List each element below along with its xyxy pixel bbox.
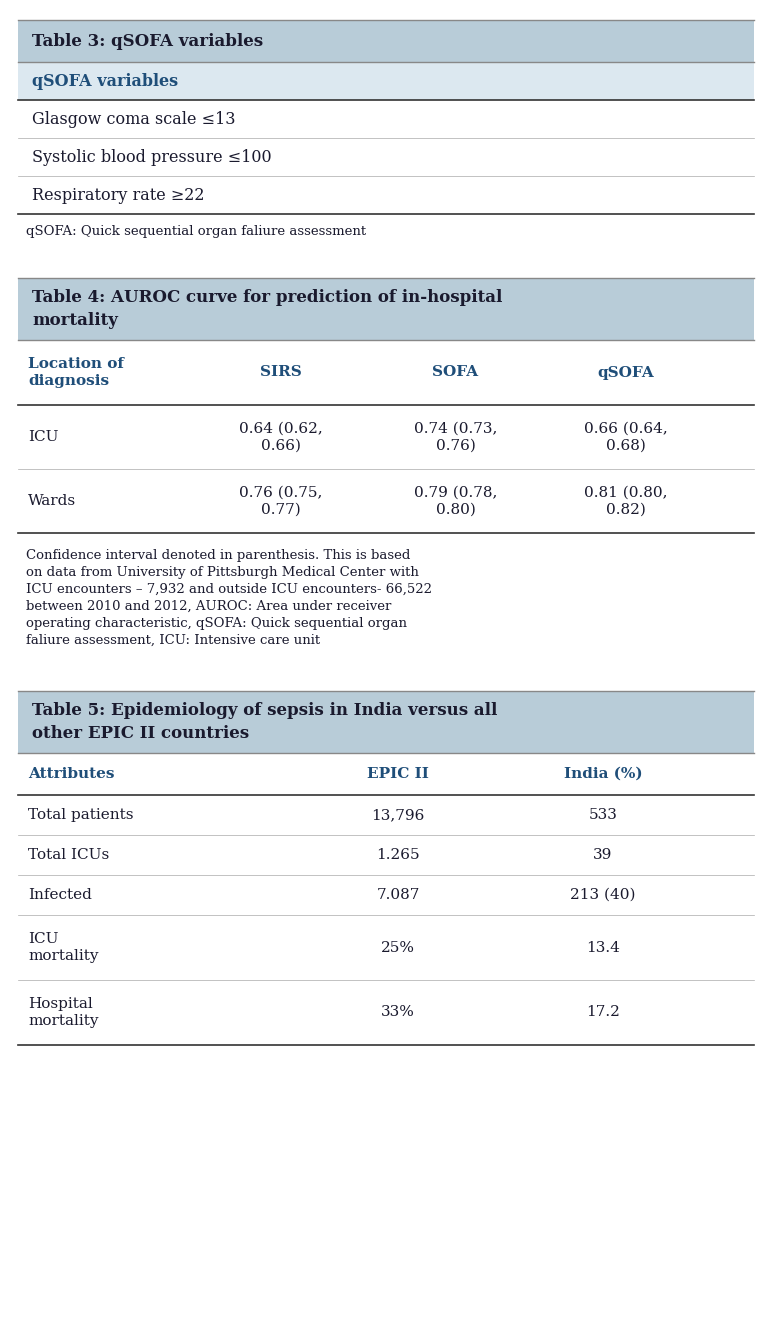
Bar (18, 278, 754, 340)
Text: qSOFA: qSOFA (597, 365, 654, 380)
Text: 213 (40): 213 (40) (571, 888, 636, 902)
Text: qSOFA variables: qSOFA variables (32, 72, 178, 89)
Text: 13,796: 13,796 (371, 809, 425, 822)
Text: Infected: Infected (28, 888, 92, 902)
Bar (18, 835, 754, 875)
Text: Table 4: AUROC curve for prediction of in-hospital
mortality: Table 4: AUROC curve for prediction of i… (32, 289, 503, 329)
Text: 533: 533 (588, 809, 618, 822)
Bar (18, 340, 754, 405)
Text: 0.66 (0.64,
0.68): 0.66 (0.64, 0.68) (584, 421, 667, 453)
Text: EPIC II: EPIC II (367, 767, 429, 781)
Bar (18, 139, 754, 176)
Text: Confidence interval denoted in parenthesis. This is based
on data from Universit: Confidence interval denoted in parenthes… (26, 549, 432, 647)
Text: ICU
mortality: ICU mortality (28, 932, 99, 963)
Text: Respiratory rate ≥22: Respiratory rate ≥22 (32, 186, 205, 204)
Text: 0.76 (0.75,
0.77): 0.76 (0.75, 0.77) (239, 485, 322, 517)
Bar (18, 469, 754, 533)
Text: India (%): India (%) (564, 767, 642, 781)
Bar (18, 176, 754, 214)
Bar (18, 691, 754, 753)
Text: Total patients: Total patients (28, 809, 134, 822)
Bar (18, 753, 754, 795)
Text: 0.74 (0.73,
0.76): 0.74 (0.73, 0.76) (414, 421, 497, 453)
Text: Hospital
mortality: Hospital mortality (28, 996, 99, 1028)
Text: Attributes: Attributes (28, 767, 114, 781)
Text: Glasgow coma scale ≤13: Glasgow coma scale ≤13 (32, 111, 235, 128)
Text: 33%: 33% (381, 1006, 415, 1019)
Text: 17.2: 17.2 (586, 1006, 620, 1019)
Text: 39: 39 (594, 848, 613, 862)
Text: ICU: ICU (28, 430, 59, 444)
Text: 7.087: 7.087 (376, 888, 420, 902)
Text: 0.79 (0.78,
0.80): 0.79 (0.78, 0.80) (414, 485, 497, 517)
Bar (18, 875, 754, 915)
Text: SIRS: SIRS (259, 365, 301, 380)
Text: Wards: Wards (28, 494, 76, 507)
Text: Systolic blood pressure ≤100: Systolic blood pressure ≤100 (32, 148, 272, 165)
Text: Location of
diagnosis: Location of diagnosis (28, 357, 124, 388)
Bar (18, 100, 754, 139)
Text: 1.265: 1.265 (376, 848, 420, 862)
Text: Table 3: qSOFA variables: Table 3: qSOFA variables (32, 32, 263, 49)
Text: 0.81 (0.80,
0.82): 0.81 (0.80, 0.82) (584, 485, 667, 517)
Bar (18, 20, 754, 63)
Bar (18, 63, 754, 100)
Text: qSOFA: Quick sequential organ faliure assessment: qSOFA: Quick sequential organ faliure as… (26, 225, 366, 238)
Bar (18, 980, 754, 1046)
Bar (18, 795, 754, 835)
Text: Total ICUs: Total ICUs (28, 848, 110, 862)
Text: 0.64 (0.62,
0.66): 0.64 (0.62, 0.66) (239, 421, 323, 453)
Text: 13.4: 13.4 (586, 940, 620, 955)
Bar (18, 915, 754, 980)
Text: SOFA: SOFA (432, 365, 479, 380)
Bar (18, 405, 754, 469)
Text: Table 5: Epidemiology of sepsis in India versus all
other EPIC II countries: Table 5: Epidemiology of sepsis in India… (32, 702, 497, 742)
Text: 25%: 25% (381, 940, 415, 955)
